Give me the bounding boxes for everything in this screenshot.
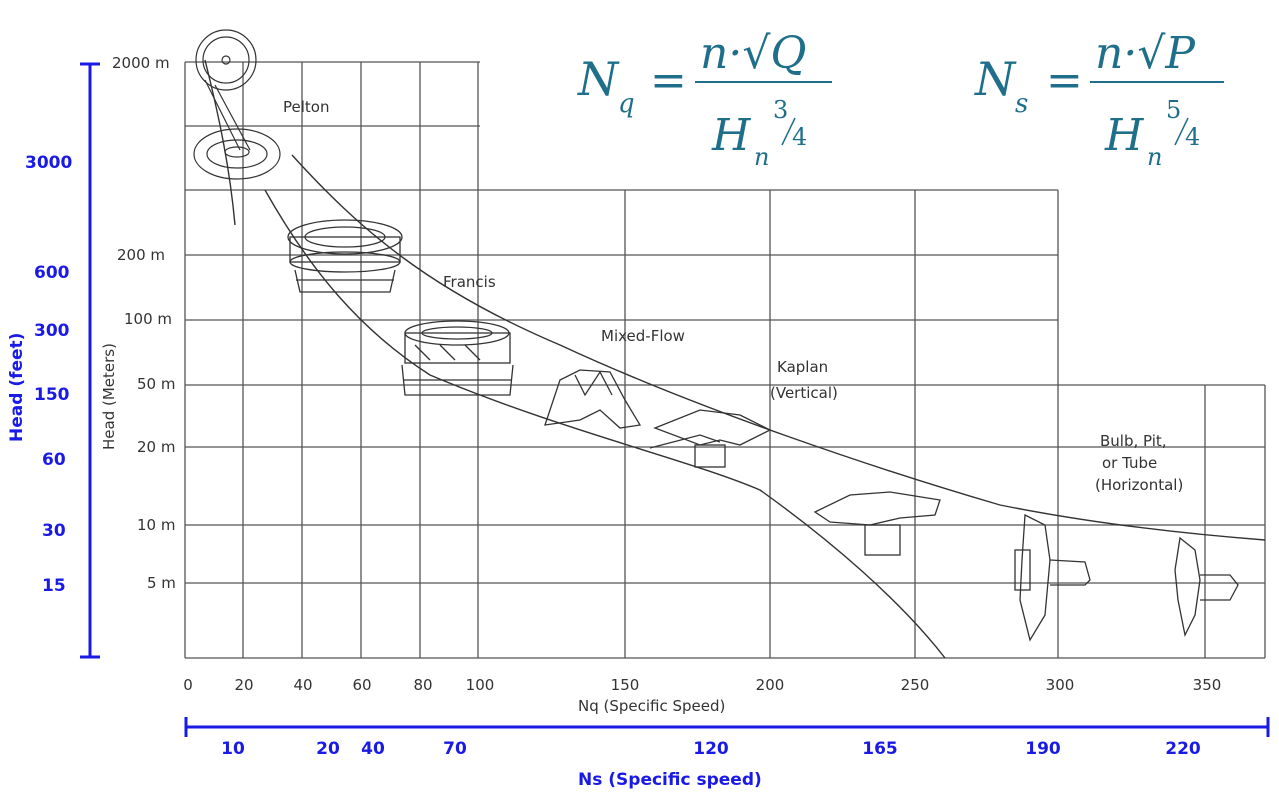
- formula-ns-exp-slash: [1174, 117, 1189, 146]
- formula-ns-denominator-sub: n: [1147, 143, 1162, 171]
- pelton-lower-curve: [204, 59, 236, 226]
- y-axis-label-meters: Head (Meters): [100, 343, 118, 450]
- x-tick-20: 20: [234, 676, 253, 694]
- feet-tick-150: 150: [34, 385, 70, 405]
- formula-ns-lhs: N: [974, 52, 1017, 106]
- formula-nq-denominator: H: [711, 110, 752, 161]
- formula-ns-numerator: n·√P: [1095, 28, 1196, 79]
- region-mixed-flow: Mixed-Flow: [601, 327, 685, 345]
- region-bulb-line3: (Horizontal): [1095, 476, 1183, 494]
- ns-tick-220: 220: [1165, 739, 1201, 759]
- bulb-runner-1: [1014, 513, 1091, 642]
- formula-ns-exp-num: 5: [1166, 96, 1181, 124]
- formula-ns: N s = n·√P H n 5 4: [974, 28, 1224, 171]
- y-tick-10: 10 m: [137, 516, 175, 534]
- kaplan-runner-2: [813, 491, 941, 556]
- region-bulb-line2: or Tube: [1102, 454, 1157, 472]
- region-pelton: Pelton: [283, 98, 329, 116]
- y-tick-50: 50 m: [137, 375, 175, 393]
- x-tick-150: 150: [611, 676, 640, 694]
- x-axis-label-nq: Nq (Specific Speed): [578, 697, 725, 715]
- ns-tick-40: 40: [361, 739, 385, 759]
- region-francis: Francis: [443, 273, 496, 291]
- mixed-flow-runner: [544, 369, 642, 429]
- pelton-wheel-2: [193, 128, 281, 180]
- formula-nq-lhs-sub: q: [618, 89, 635, 119]
- x-tick-200: 200: [756, 676, 785, 694]
- feet-tick-600: 600: [34, 263, 70, 283]
- x-nq-tick-labels: 0 20 40 60 80 100 150 200 250 300 350: [183, 676, 1221, 694]
- formula-ns-denominator: H: [1104, 110, 1145, 161]
- x-tick-250: 250: [901, 676, 930, 694]
- region-labels: Pelton Francis Mixed-Flow Kaplan (Vertic…: [283, 98, 1183, 494]
- feet-tick-60: 60: [42, 450, 66, 470]
- y-tick-20: 20 m: [137, 438, 175, 456]
- ns-tick-70: 70: [443, 739, 467, 759]
- ns-tick-20: 20: [316, 739, 340, 759]
- feet-tick-3000: 3000: [25, 153, 72, 173]
- ns-axis: 10 20 40 70 120 165 190 220 Ns (Specific…: [184, 717, 1270, 790]
- feet-tick-300: 300: [34, 321, 70, 341]
- formula-ns-lhs-sub: s: [1015, 89, 1028, 119]
- ns-tick-190: 190: [1025, 739, 1061, 759]
- y-tick-2000: 2000 m: [112, 54, 170, 72]
- formula-ns-equals: =: [1046, 55, 1083, 106]
- bulb-runner-2: [1174, 536, 1239, 637]
- ns-tick-10: 10: [221, 739, 245, 759]
- y-tick-100: 100 m: [124, 310, 172, 328]
- formula-nq-equals: =: [650, 55, 687, 106]
- formula-nq-exp-num: 3: [773, 96, 788, 124]
- region-kaplan-line1: Kaplan: [777, 358, 828, 376]
- lower-envelope-curve: [264, 189, 946, 659]
- x-tick-0: 0: [183, 676, 193, 694]
- pelton-wheel-1: [195, 29, 257, 151]
- grid: [184, 61, 1266, 659]
- x-tick-80: 80: [413, 676, 432, 694]
- ns-tick-165: 165: [862, 739, 898, 759]
- kaplan-runner-1: [649, 409, 772, 468]
- x-tick-40: 40: [293, 676, 312, 694]
- feet-tick-30: 30: [42, 521, 66, 541]
- francis-runner-high: [287, 219, 403, 293]
- x-tick-60: 60: [352, 676, 371, 694]
- formula-nq-denominator-sub: n: [754, 143, 769, 171]
- region-bulb-line1: Bulb, Pit,: [1100, 432, 1167, 450]
- region-kaplan-line2: (Vertical): [770, 384, 838, 402]
- y-head-tick-labels: 2000 m 200 m 100 m 50 m 20 m 10 m 5 m: [112, 54, 176, 592]
- head-feet-axis: 3000 600 300 150 60 30 15 Head (feet): [7, 62, 100, 659]
- head-feet-axis-title: Head (feet): [7, 333, 27, 442]
- formula-nq-exp-slash: [781, 117, 796, 146]
- formula-ns-exp-den: 4: [1185, 123, 1200, 151]
- x-tick-100: 100: [466, 676, 495, 694]
- feet-tick-15: 15: [42, 576, 66, 596]
- ns-tick-120: 120: [693, 739, 729, 759]
- formula-nq: N q = n·√Q H n 3 4: [577, 28, 832, 171]
- y-tick-200: 200 m: [117, 246, 165, 264]
- formula-nq-lhs: N: [577, 52, 620, 106]
- francis-runner-mid: [401, 320, 514, 396]
- y-tick-5: 5 m: [147, 574, 176, 592]
- ns-axis-title: Ns (Specific speed): [578, 770, 762, 790]
- formula-nq-exp-den: 4: [792, 123, 807, 151]
- formula-nq-numerator: n·√Q: [700, 28, 806, 79]
- x-tick-300: 300: [1046, 676, 1075, 694]
- x-tick-350: 350: [1193, 676, 1222, 694]
